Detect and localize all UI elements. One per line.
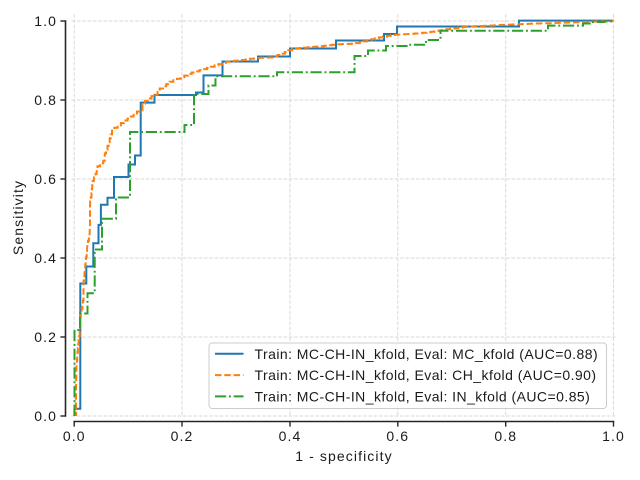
svg-text:0.8: 0.8 — [494, 428, 517, 444]
svg-text:0.2: 0.2 — [171, 428, 194, 444]
svg-text:0.0: 0.0 — [34, 408, 57, 424]
svg-text:Train: MC-CH-IN_kfold, Eval: C: Train: MC-CH-IN_kfold, Eval: CH_kfold (A… — [255, 367, 597, 383]
svg-text:0.6: 0.6 — [34, 171, 57, 187]
svg-text:1.0: 1.0 — [602, 428, 625, 444]
svg-text:0.4: 0.4 — [34, 250, 57, 266]
svg-text:0.8: 0.8 — [34, 92, 57, 108]
svg-text:0.6: 0.6 — [386, 428, 409, 444]
svg-text:Sensitivity: Sensitivity — [10, 180, 26, 255]
svg-text:0.4: 0.4 — [279, 428, 302, 444]
svg-text:1.0: 1.0 — [34, 13, 57, 29]
svg-text:Train: MC-CH-IN_kfold, Eval: M: Train: MC-CH-IN_kfold, Eval: MC_kfold (A… — [255, 346, 599, 362]
svg-text:1 - specificity: 1 - specificity — [295, 448, 392, 464]
svg-text:0.2: 0.2 — [34, 329, 57, 345]
svg-text:Train: MC-CH-IN_kfold, Eval: I: Train: MC-CH-IN_kfold, Eval: IN_kfold (A… — [255, 389, 591, 405]
svg-text:0.0: 0.0 — [63, 428, 86, 444]
